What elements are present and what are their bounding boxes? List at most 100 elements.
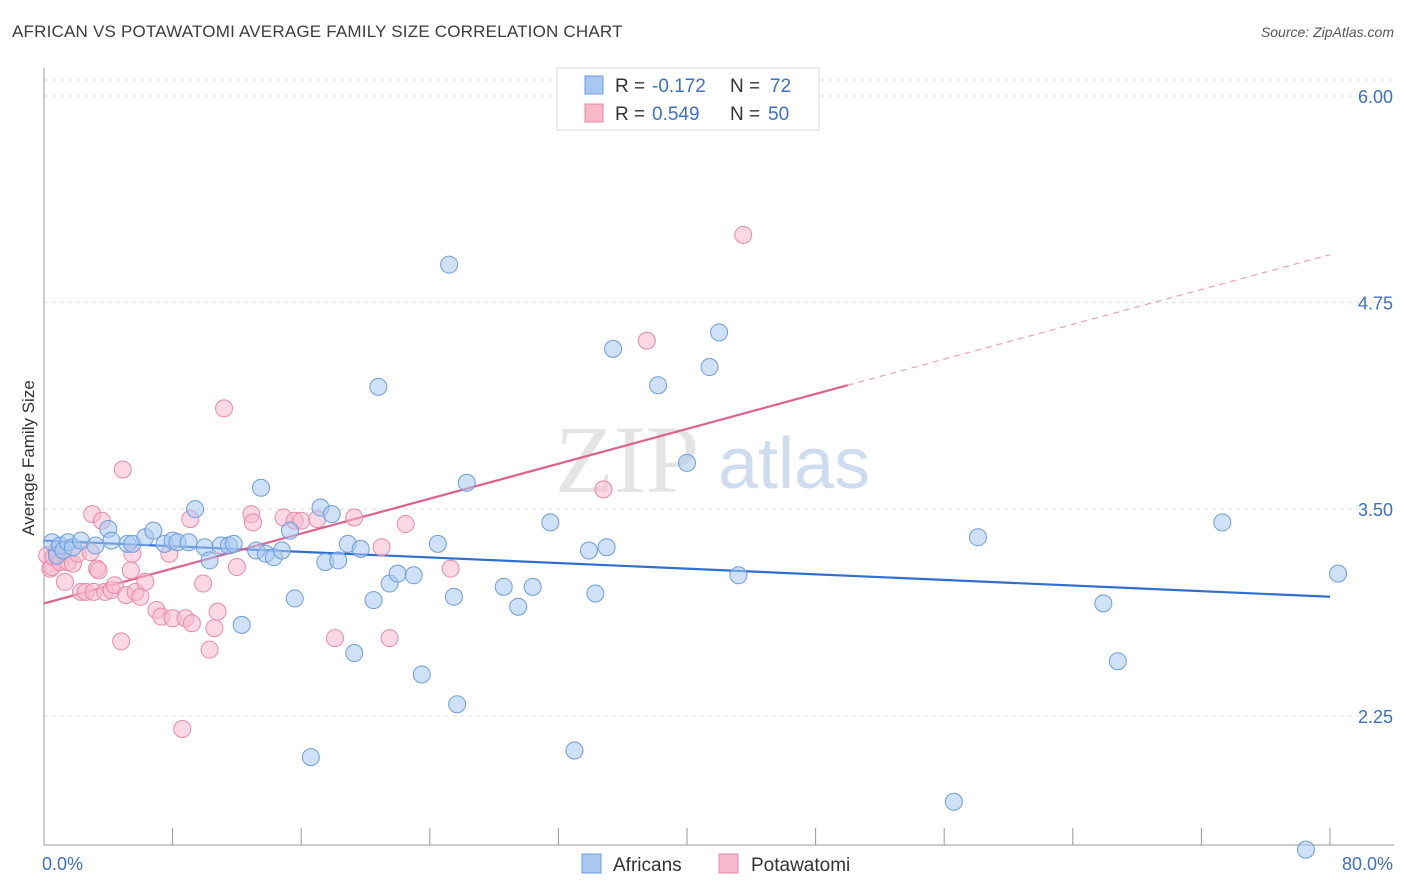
africans-point: [1213, 513, 1232, 532]
potawatomi-point: [173, 720, 192, 739]
africans-point: [428, 534, 447, 553]
legend-r-label-2: R =: [615, 104, 645, 125]
x-tick-label: 0.0%: [42, 854, 83, 874]
potawatomi-point: [734, 225, 753, 244]
africans-point: [494, 577, 513, 596]
potawatomi-point: [121, 561, 140, 580]
africans-point: [1094, 594, 1113, 613]
y-tick-label: 2.25: [1358, 707, 1393, 727]
x-tick-label: 80.0%: [1342, 854, 1393, 874]
potawatomi-point: [396, 515, 415, 534]
bottom-legend-africans: Africans: [613, 855, 682, 876]
y-axis-label: Average Family Size: [19, 380, 38, 536]
watermark-zip: ZIP: [555, 406, 699, 513]
africans-point: [444, 587, 463, 606]
potawatomi-point: [637, 331, 656, 350]
africans-point: [179, 533, 198, 552]
africans-point: [102, 531, 121, 550]
africans-point: [579, 541, 598, 560]
legend-r-value-1: -0.172: [652, 76, 706, 97]
africans-point: [200, 551, 219, 570]
potawatomi-point: [215, 399, 234, 418]
bottom-legend-swatch-potawatomi: [718, 853, 739, 874]
legend-n-label-2: N =: [730, 104, 760, 125]
potawatomi-point: [325, 629, 344, 648]
africans-point: [678, 453, 696, 472]
africans-point: [565, 741, 584, 760]
bottom-legend-potawatomi: Potawatomi: [751, 855, 850, 876]
source-label: Source: ZipAtlas.com: [1260, 24, 1394, 40]
africans-point: [412, 665, 431, 684]
africans-point: [968, 528, 987, 547]
potawatomi-point: [372, 538, 391, 557]
africans-point: [144, 521, 163, 540]
potawatomi-point: [227, 558, 246, 577]
potawatomi-point: [89, 561, 108, 580]
africans-point: [448, 695, 467, 714]
africans-point: [944, 792, 963, 811]
y-tick-label: 3.50: [1358, 500, 1393, 520]
legend-r-label-1: R =: [615, 76, 645, 97]
potawatomi-point: [345, 508, 364, 527]
africans-point: [224, 534, 243, 553]
africans-point: [280, 521, 299, 540]
africans-point: [388, 564, 407, 583]
africans-point: [1108, 652, 1127, 671]
bottom-legend: Africans Potawatomi: [581, 853, 850, 876]
africans-point: [351, 539, 370, 558]
potawatomi-point: [243, 513, 262, 532]
africans-point: [285, 589, 304, 608]
legend-swatch-africans: [584, 75, 604, 95]
potawatomi-point: [136, 572, 155, 591]
africans-point: [729, 566, 748, 585]
legend-r-value-2: 0.549: [652, 104, 700, 125]
legend-swatch-potawatomi: [584, 103, 604, 123]
africans-point: [509, 597, 528, 616]
chart-title: AFRICAN VS POTAWATOMI AVERAGE FAMILY SIZ…: [12, 22, 623, 41]
africans-point: [523, 577, 542, 596]
potawatomi-point: [105, 576, 124, 595]
africans-point: [586, 584, 605, 603]
legend-box: R = -0.172 N = 72 R = 0.549 N = 50: [556, 67, 820, 131]
legend-n-label-1: N =: [730, 76, 760, 97]
potawatomi-trend-extension: [847, 254, 1331, 386]
y-tick-label: 4.75: [1358, 294, 1393, 314]
potawatomi-point: [441, 559, 460, 578]
data-points: [38, 225, 1348, 859]
africans-point: [649, 376, 668, 395]
africans-point: [541, 513, 560, 532]
potawatomi-point: [205, 619, 224, 638]
africans-point: [700, 358, 719, 377]
africans-point: [404, 566, 423, 585]
africans-point: [710, 323, 729, 342]
africans-point: [301, 748, 320, 767]
potawatomi-point: [200, 640, 219, 659]
africans-point: [604, 339, 623, 358]
legend-n-value-2: 50: [768, 104, 789, 125]
bottom-legend-swatch-africans: [581, 853, 602, 874]
potawatomi-point: [594, 480, 613, 499]
axes: [43, 68, 1394, 846]
africans-point: [252, 478, 271, 497]
africans-point: [232, 615, 251, 634]
africans-point: [345, 643, 364, 662]
africans-point: [322, 505, 341, 524]
africans-point: [329, 551, 348, 570]
potawatomi-point: [182, 614, 201, 633]
africans-point: [597, 538, 616, 557]
africans-point: [440, 255, 459, 274]
africans-point: [186, 500, 205, 519]
africans-point: [369, 377, 388, 396]
potawatomi-trend-line: [43, 384, 849, 605]
africans-point: [1329, 564, 1348, 583]
watermark-atlas: atlas: [718, 424, 870, 504]
potawatomi-point: [380, 629, 399, 648]
potawatomi-point: [113, 460, 132, 479]
africans-point: [272, 541, 291, 560]
africans-point: [457, 473, 476, 492]
potawatomi-point: [194, 574, 213, 593]
africans-point: [364, 591, 383, 610]
potawatomi-point: [112, 632, 131, 651]
potawatomi-point: [55, 572, 74, 591]
